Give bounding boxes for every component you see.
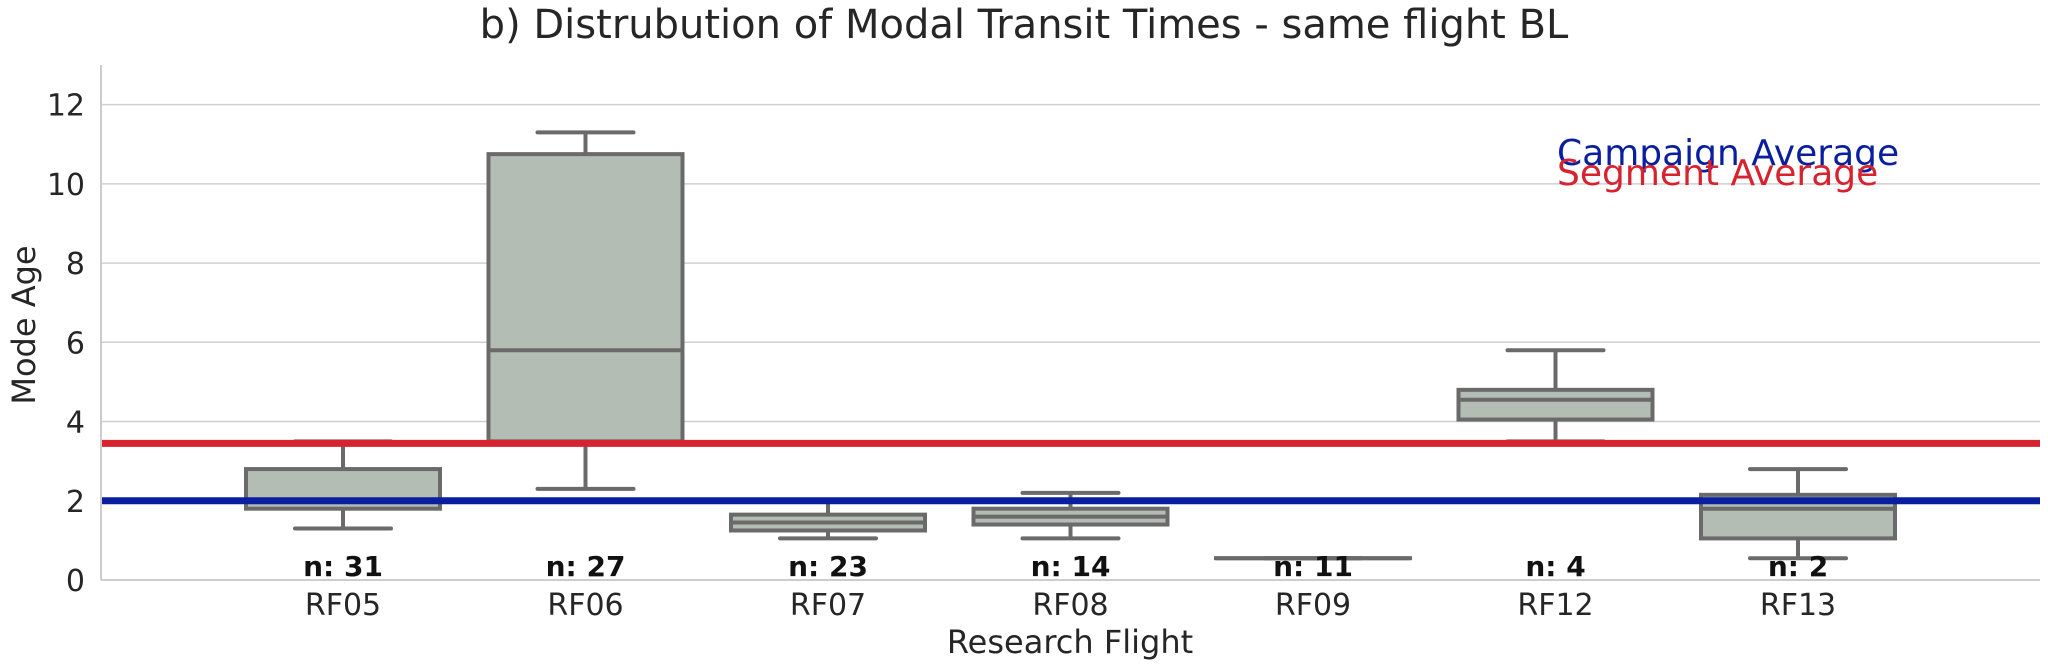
y-tick-label: 6	[66, 326, 85, 361]
x-tick-label: RF05	[305, 588, 381, 623]
n-labels: n: 31 n: 27 n: 23 n: 14 n: 11 n: 4 n: 2	[303, 550, 1828, 583]
y-tick-labels: 0 2 4 6 8 10 12	[47, 89, 85, 599]
y-tick-label: 4	[66, 406, 85, 441]
y-tick-label: 0	[66, 564, 85, 599]
x-axis-label: Research Flight	[947, 623, 1193, 661]
box-rf05	[244, 439, 442, 531]
y-tick-label: 8	[66, 247, 85, 282]
iqr-box	[1456, 387, 1655, 422]
n-label: n: 27	[546, 550, 626, 583]
x-tick-label: RF08	[1032, 588, 1108, 623]
chart-title: b) Distrubution of Modal Transit Times -…	[480, 2, 1569, 48]
y-tick-label: 12	[47, 89, 85, 124]
n-label: n: 31	[303, 550, 383, 583]
y-axis-label: Mode Age	[5, 245, 43, 404]
x-tick-label: RF09	[1275, 588, 1351, 623]
n-label: n: 14	[1031, 550, 1111, 583]
x-tick-labels: RF05 RF06 RF07 RF08 RF09 RF12 RF13	[305, 588, 1836, 623]
n-label: n: 11	[1273, 550, 1353, 583]
x-tick-label: RF12	[1517, 588, 1593, 623]
y-tick-label: 2	[66, 485, 85, 520]
x-tick-label: RF13	[1760, 588, 1836, 623]
box-rf12	[1456, 348, 1655, 444]
n-label: n: 4	[1525, 550, 1585, 583]
axes	[100, 65, 2040, 581]
x-tick-label: RF07	[790, 588, 866, 623]
legend-entry: Segment Average	[1557, 153, 1878, 194]
box-rf07	[729, 498, 927, 541]
reference-lines	[101, 439, 2040, 505]
n-label: n: 2	[1768, 550, 1828, 583]
boxes	[244, 130, 1897, 561]
legend-entry: Campaign Average	[1557, 133, 1899, 174]
x-tick-label: RF06	[547, 588, 623, 623]
iqr-box	[486, 152, 685, 444]
y-tick-label: 10	[47, 168, 85, 203]
n-label: n: 23	[788, 550, 868, 583]
box-rf13	[1699, 467, 1897, 561]
box-rf06	[486, 130, 685, 491]
